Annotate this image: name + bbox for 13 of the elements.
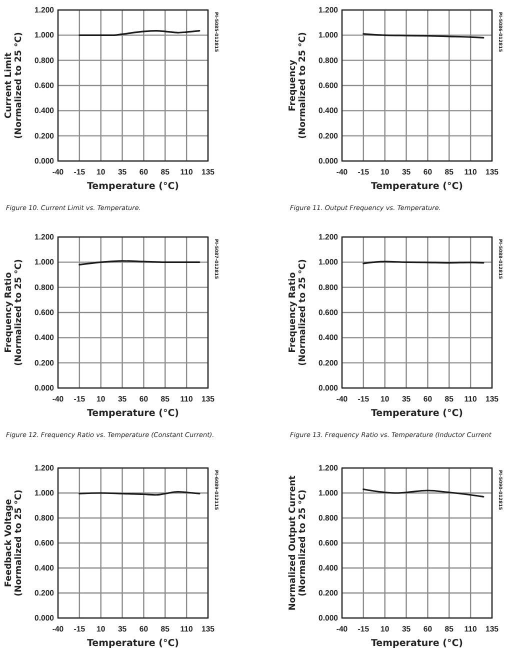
- x-axis-title: Temperature (°C): [86, 181, 180, 192]
- x-axis-title: Temperature (°C): [370, 638, 464, 649]
- y-axis-title: Frequency Ratio (Normalized to 25 °C): [288, 259, 308, 366]
- y-axis-title: Frequency (Normalized to 25 °C): [288, 32, 308, 139]
- y-axis-title: Normalized Output Current (Normalized to 25 °C): [288, 476, 308, 610]
- y-axis-title: Current Limit (Normalized to 25 °C): [4, 32, 24, 139]
- x-axis-title: Temperature (°C): [370, 181, 464, 192]
- x-axis-title: Temperature (°C): [86, 408, 180, 419]
- x-axis-title: Temperature (°C): [86, 638, 180, 649]
- y-axis-title: Feedback Voltage (Normalized to 25 °C): [4, 490, 24, 596]
- y-axis-title: Frequency Ratio (Normalized to 25 °C): [4, 259, 24, 366]
- line-series: [362, 488, 484, 498]
- x-axis-title: Temperature (°C): [370, 408, 464, 419]
